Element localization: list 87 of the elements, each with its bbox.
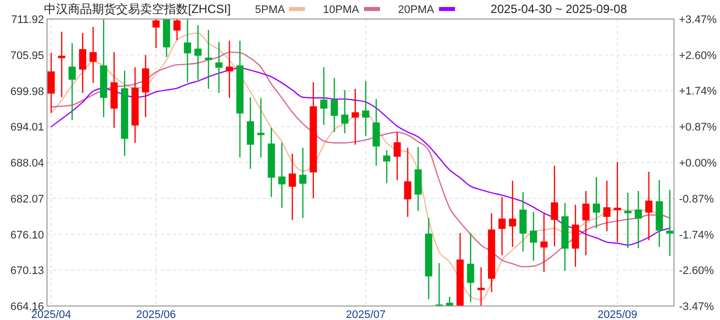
y-tick-label: 705.95	[10, 50, 44, 62]
y2-tick-label: -3.47%	[679, 301, 714, 313]
candlestick	[352, 88, 359, 146]
candlestick	[477, 266, 485, 306]
candlestick	[142, 54, 150, 118]
candlestick	[572, 204, 580, 268]
y2-tick-label: +0.87%	[679, 122, 717, 134]
candlestick	[120, 70, 128, 157]
y2-tick-label: +3.47%	[679, 14, 717, 26]
x-tick-label: 2025/09	[598, 309, 638, 320]
candlestick	[194, 24, 202, 80]
candlestick	[246, 96, 254, 170]
x-tick-label: 2025/04	[31, 309, 72, 320]
candlestick	[236, 40, 244, 158]
candlestick	[215, 41, 223, 94]
candlestick	[488, 212, 496, 293]
line-series	[50, 67, 670, 246]
candlestick	[110, 52, 118, 128]
candlestick	[614, 162, 621, 243]
candlestick	[90, 26, 97, 84]
x-tick-label: 2025/07	[346, 309, 386, 320]
candlestick	[362, 80, 370, 137]
candlestick	[330, 77, 338, 133]
y-tick-label: 711.92	[11, 14, 44, 26]
candlestick	[288, 153, 296, 220]
legend-label: 20PMA	[398, 4, 435, 16]
candlestick	[540, 213, 548, 273]
candlestick	[320, 66, 328, 126]
candlestick	[530, 211, 538, 262]
candlestick	[310, 82, 317, 199]
candlestick	[561, 202, 569, 272]
y-tick-label: 682.07	[10, 193, 44, 206]
candlestick	[100, 18, 108, 118]
candlestick	[666, 189, 674, 256]
candlestick	[634, 190, 642, 249]
candlestick	[68, 42, 76, 121]
y2-tick-label: +0.00%	[679, 158, 717, 170]
y2-tick-label: +2.60%	[679, 50, 717, 62]
candlestick	[48, 52, 55, 114]
candlestick	[624, 192, 632, 249]
candlestick	[131, 66, 139, 144]
candlestick	[519, 192, 527, 252]
candlestick	[508, 180, 516, 248]
y2-tick-label: -0.87%	[679, 193, 714, 206]
candlestick	[341, 89, 348, 134]
chart-subtitle: 2025-04-30 ~ 2025-09-08	[490, 2, 628, 16]
legend-label: 10PMA	[323, 4, 360, 16]
candlestick	[257, 97, 264, 158]
candlestick	[173, 18, 181, 41]
y-tick-label: 694.01	[10, 122, 44, 134]
candlestick	[58, 31, 66, 98]
candlestick	[372, 98, 380, 166]
candlestick	[466, 232, 474, 303]
y-tick-label: 670.13	[10, 265, 44, 278]
candlestick	[383, 150, 390, 184]
candlestick	[592, 176, 600, 229]
candlestick	[184, 18, 192, 83]
y2-tick-label: +1.74%	[679, 86, 717, 98]
candlestick	[582, 190, 590, 256]
chart-title: 中汉商品期货交易卖空指数[ZHCSI]	[44, 2, 231, 16]
candlestick	[404, 147, 412, 218]
candlestick	[79, 32, 86, 94]
candlestick	[656, 180, 663, 248]
candlestick	[436, 262, 443, 306]
candlestick	[204, 29, 212, 90]
candlestick	[456, 232, 464, 306]
candlestick	[603, 180, 610, 232]
legend-label: 5PMA	[255, 4, 286, 16]
candlestick	[162, 18, 170, 58]
y-tick-label: 699.98	[10, 86, 44, 98]
candlestick	[425, 217, 432, 300]
line-series	[50, 52, 670, 268]
y-tick-label: 688.04	[10, 158, 44, 170]
candlestick	[152, 18, 160, 49]
candlestick	[550, 165, 558, 247]
candlestick	[645, 171, 652, 241]
candlestick	[394, 131, 401, 181]
candlestick	[278, 142, 286, 208]
candlestick	[299, 147, 306, 219]
candlestick	[268, 127, 275, 198]
candlestick	[226, 40, 234, 98]
y2-tick-label: -2.60%	[679, 265, 714, 278]
candlestick	[498, 196, 506, 256]
y2-tick-label: -1.74%	[679, 229, 714, 242]
x-tick-label: 2025/06	[136, 309, 176, 320]
y-tick-label: 676.10	[10, 229, 44, 242]
candlestick	[414, 146, 422, 212]
